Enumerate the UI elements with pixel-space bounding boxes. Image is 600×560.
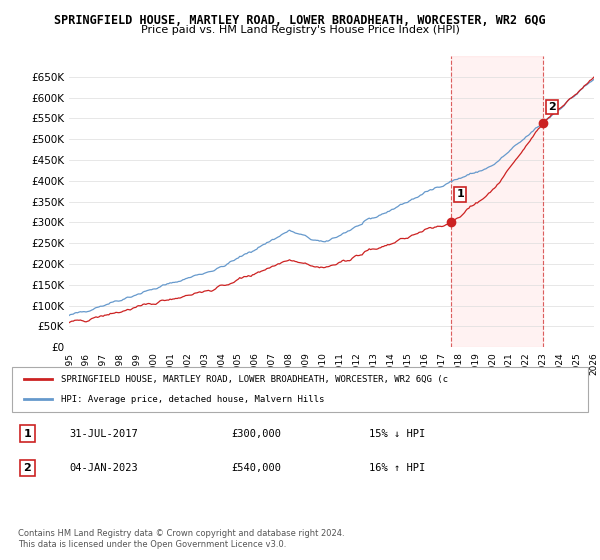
Text: 2: 2 xyxy=(548,102,556,112)
Text: £540,000: £540,000 xyxy=(231,463,281,473)
Text: HPI: Average price, detached house, Malvern Hills: HPI: Average price, detached house, Malv… xyxy=(61,395,325,404)
Text: 16% ↑ HPI: 16% ↑ HPI xyxy=(369,463,425,473)
Text: Contains HM Land Registry data © Crown copyright and database right 2024.
This d: Contains HM Land Registry data © Crown c… xyxy=(18,529,344,549)
Text: SPRINGFIELD HOUSE, MARTLEY ROAD, LOWER BROADHEATH, WORCESTER, WR2 6QG: SPRINGFIELD HOUSE, MARTLEY ROAD, LOWER B… xyxy=(54,14,546,27)
Text: Price paid vs. HM Land Registry's House Price Index (HPI): Price paid vs. HM Land Registry's House … xyxy=(140,25,460,35)
Text: £300,000: £300,000 xyxy=(231,429,281,439)
Bar xyxy=(451,56,544,347)
FancyBboxPatch shape xyxy=(12,367,588,412)
Text: 2: 2 xyxy=(23,463,31,473)
Text: 1: 1 xyxy=(457,189,464,199)
Text: 15% ↓ HPI: 15% ↓ HPI xyxy=(369,429,425,439)
Text: 31-JUL-2017: 31-JUL-2017 xyxy=(70,429,139,439)
Text: 1: 1 xyxy=(23,429,31,439)
Text: SPRINGFIELD HOUSE, MARTLEY ROAD, LOWER BROADHEATH, WORCESTER, WR2 6QG (c: SPRINGFIELD HOUSE, MARTLEY ROAD, LOWER B… xyxy=(61,375,448,384)
Text: 04-JAN-2023: 04-JAN-2023 xyxy=(70,463,139,473)
